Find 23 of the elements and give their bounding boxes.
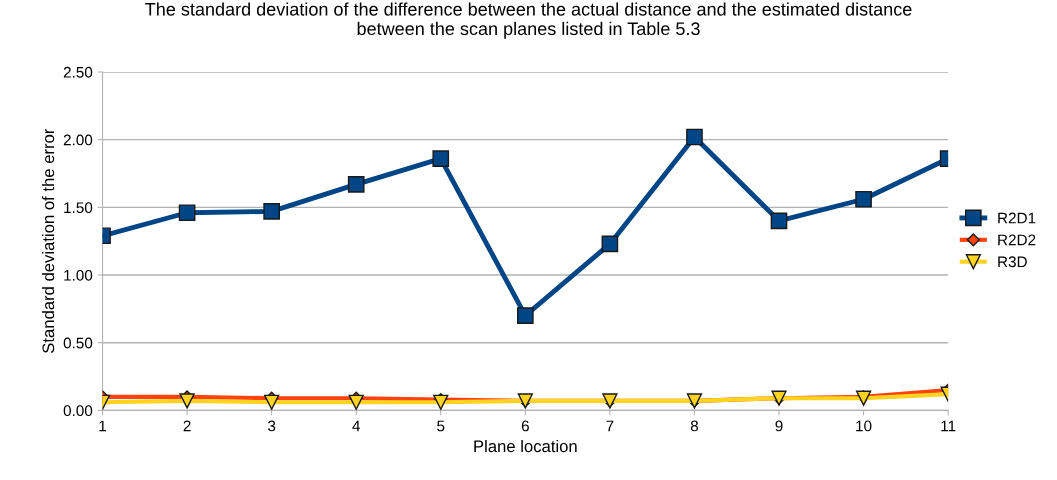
y-tick-label: 0.50 xyxy=(63,337,93,349)
x-tick-label: 6 xyxy=(521,420,529,432)
x-tick-label: 11 xyxy=(941,420,956,432)
y-tick-label: 2.00 xyxy=(63,134,93,146)
y-axis-title: Standard deviation of the error xyxy=(41,128,55,353)
y-tick-label: 1.00 xyxy=(64,269,93,281)
y-tick-label: 0.00 xyxy=(63,405,93,417)
x-tick-label: 1 xyxy=(99,420,107,432)
x-tick-label: 3 xyxy=(267,420,276,432)
legend-label: R2D2 xyxy=(998,234,1036,246)
legend-label: R2D1 xyxy=(998,212,1036,224)
x-tick-label: 2 xyxy=(183,420,191,432)
y-tick-label: 1.50 xyxy=(64,202,93,214)
x-tick-label: 8 xyxy=(690,420,699,432)
x-tick-label: 10 xyxy=(856,420,872,432)
legend-label: R3D xyxy=(998,256,1027,268)
chart-title: The standard deviation of the difference between the actual distance and the estimated distance between the scan planes listed in Table 5.3 xyxy=(145,2,912,39)
y-tick-label: 2.50 xyxy=(63,66,93,78)
x-tick-label: 9 xyxy=(775,420,783,432)
x-axis-title: Plane location xyxy=(474,439,577,453)
x-tick-label: 7 xyxy=(606,420,614,432)
x-tick-label: 5 xyxy=(437,420,445,432)
x-tick-label: 4 xyxy=(352,420,361,432)
